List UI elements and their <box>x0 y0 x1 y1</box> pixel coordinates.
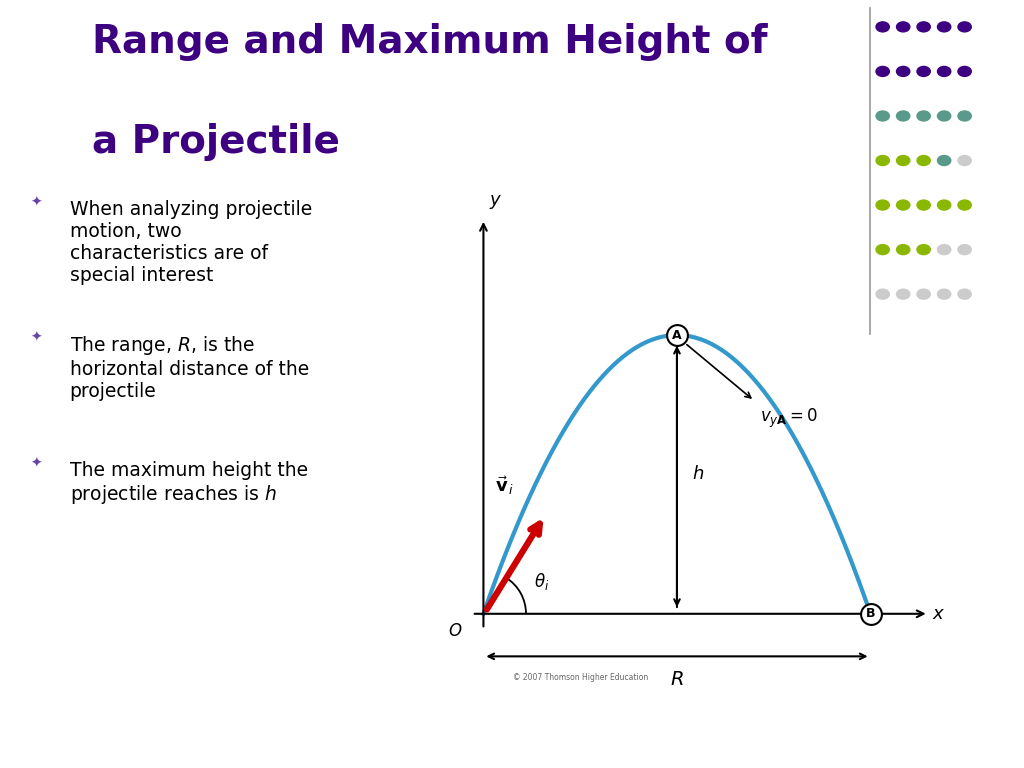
Text: $y$: $y$ <box>489 194 503 211</box>
Text: $\mathbf{A}$: $\mathbf{A}$ <box>671 329 683 342</box>
Text: $\theta_i$: $\theta_i$ <box>534 571 549 592</box>
Text: $\vec{\mathbf{v}}_{\,i}$: $\vec{\mathbf{v}}_{\,i}$ <box>495 475 514 498</box>
Text: a Projectile: a Projectile <box>92 123 340 161</box>
Text: ✦: ✦ <box>30 196 42 210</box>
Text: ✦: ✦ <box>30 457 42 471</box>
Text: The maximum height the
projectile reaches is $h$: The maximum height the projectile reache… <box>70 461 308 506</box>
Text: $v_{y\mathrm{\mathbf{A}}} = 0$: $v_{y\mathrm{\mathbf{A}}} = 0$ <box>760 407 818 430</box>
Text: $x$: $x$ <box>933 604 946 623</box>
Text: ✦: ✦ <box>30 330 42 344</box>
Text: $h$: $h$ <box>692 465 705 483</box>
Text: $R$: $R$ <box>670 670 684 689</box>
Text: $\mathbf{B}$: $\mathbf{B}$ <box>865 607 876 621</box>
Text: When analyzing projectile
motion, two
characteristics are of
special interest: When analyzing projectile motion, two ch… <box>70 200 312 285</box>
Text: $O$: $O$ <box>447 621 462 640</box>
Text: © 2007 Thomson Higher Education: © 2007 Thomson Higher Education <box>513 673 648 681</box>
Text: Range and Maximum Height of: Range and Maximum Height of <box>92 23 768 61</box>
Text: The range, $R$, is the
horizontal distance of the
projectile: The range, $R$, is the horizontal distan… <box>70 334 309 401</box>
